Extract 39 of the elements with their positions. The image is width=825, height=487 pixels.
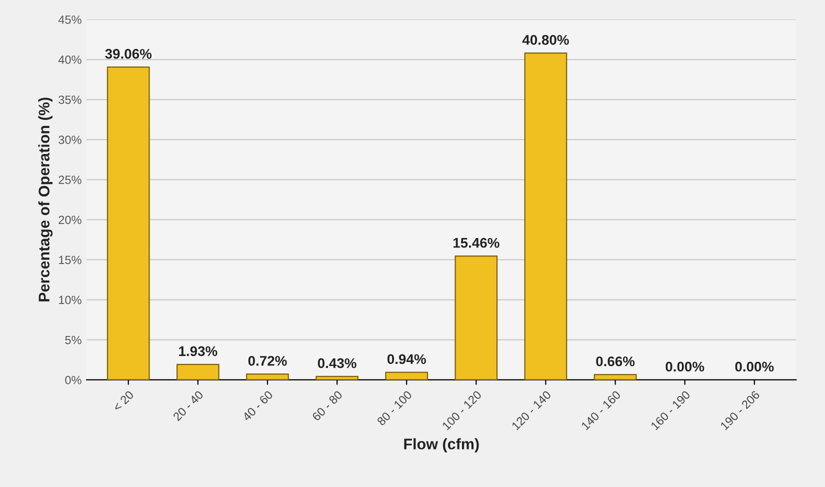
x-tick-label: 80 - 100 bbox=[376, 390, 412, 426]
y-tick-label: 10% bbox=[59, 296, 82, 304]
y-tick-label: 45% bbox=[58, 16, 82, 24]
x-tick-label: 160 - 190 bbox=[650, 390, 691, 430]
bar bbox=[524, 52, 568, 380]
x-tick-label: 190 - 206 bbox=[720, 390, 760, 430]
y-tick-label: 25% bbox=[58, 176, 82, 184]
data-label: 40.80% bbox=[522, 34, 569, 45]
x-tick-label: 60 - 80 bbox=[312, 390, 343, 422]
data-label: 15.46% bbox=[453, 238, 500, 248]
data-label: 0.00% bbox=[666, 362, 704, 372]
x-tick-label: 140 - 160 bbox=[580, 390, 622, 430]
x-tick-label: 120 - 140 bbox=[511, 390, 552, 430]
bar bbox=[454, 255, 498, 380]
data-label: 0.94% bbox=[387, 354, 426, 364]
y-tick-label: 5% bbox=[65, 336, 82, 344]
y-tick-label: 40% bbox=[58, 56, 82, 64]
data-label: 0.43% bbox=[318, 358, 356, 368]
data-label: 0.00% bbox=[735, 362, 774, 372]
y-tick-label: 20% bbox=[58, 216, 82, 224]
x-tick-label: 40 - 60 bbox=[242, 390, 274, 422]
x-tick-label: < 20 bbox=[112, 390, 134, 412]
bar bbox=[176, 364, 220, 380]
y-tick-label: 15% bbox=[59, 256, 82, 264]
bar bbox=[106, 66, 150, 380]
x-axis-title: Flow (cfm) bbox=[404, 438, 479, 452]
data-label: 1.93% bbox=[179, 346, 218, 356]
data-label: 39.06% bbox=[105, 48, 152, 59]
bar bbox=[246, 374, 289, 380]
data-label: 0.72% bbox=[248, 356, 287, 366]
x-tick-label: 100 - 120 bbox=[442, 390, 482, 430]
bar bbox=[385, 372, 428, 380]
y-tick-label: 0% bbox=[65, 376, 82, 384]
bar bbox=[594, 374, 637, 380]
y-axis-title: Percentage of Operation (%) bbox=[38, 98, 53, 302]
data-label: 0.66% bbox=[596, 356, 635, 366]
y-tick-label: 30% bbox=[58, 136, 82, 144]
x-tick-label: 20 - 40 bbox=[172, 390, 204, 422]
y-tick-label: 35% bbox=[58, 96, 82, 104]
